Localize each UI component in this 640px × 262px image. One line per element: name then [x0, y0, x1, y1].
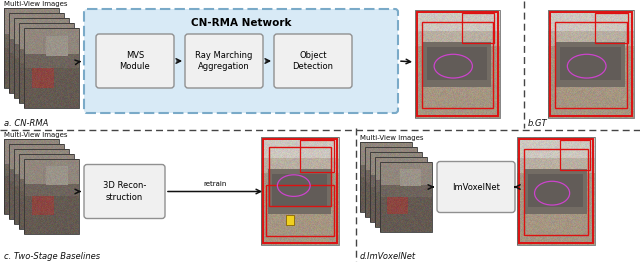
- Bar: [14, 18, 69, 98]
- Bar: [365, 147, 417, 217]
- Bar: [524, 149, 588, 235]
- Bar: [415, 10, 500, 118]
- Bar: [548, 10, 634, 118]
- Bar: [9, 13, 64, 93]
- Bar: [360, 142, 412, 212]
- Bar: [19, 23, 74, 103]
- Text: CN-RMA Network: CN-RMA Network: [191, 18, 291, 28]
- Bar: [263, 139, 337, 243]
- FancyBboxPatch shape: [437, 161, 515, 212]
- Bar: [422, 22, 493, 108]
- Bar: [14, 149, 69, 224]
- Text: d.ImVoxelNet: d.ImVoxelNet: [360, 252, 416, 261]
- Bar: [269, 147, 331, 206]
- Text: c. Two-Stage Baselines: c. Two-Stage Baselines: [4, 252, 100, 261]
- Bar: [9, 144, 64, 219]
- FancyBboxPatch shape: [185, 34, 263, 88]
- Bar: [24, 159, 79, 234]
- Bar: [375, 157, 427, 227]
- FancyBboxPatch shape: [96, 34, 174, 88]
- Bar: [380, 162, 432, 232]
- Bar: [417, 12, 498, 116]
- Text: b.GT: b.GT: [528, 119, 548, 128]
- Bar: [517, 137, 595, 245]
- Bar: [550, 12, 632, 116]
- Bar: [595, 13, 628, 43]
- Bar: [19, 154, 74, 229]
- Text: MVS
Module: MVS Module: [120, 51, 150, 71]
- Text: Multi-View Images: Multi-View Images: [4, 1, 67, 7]
- Bar: [286, 215, 294, 225]
- FancyBboxPatch shape: [84, 165, 165, 219]
- Text: Object
Detection: Object Detection: [292, 51, 333, 71]
- Bar: [4, 139, 59, 214]
- FancyBboxPatch shape: [274, 34, 352, 88]
- Text: Multi-View Images: Multi-View Images: [4, 132, 67, 138]
- Bar: [519, 139, 593, 243]
- Bar: [560, 140, 589, 170]
- Bar: [261, 137, 339, 245]
- Text: 3D Recon-
struction: 3D Recon- struction: [103, 182, 146, 201]
- Text: Ray Marching
Aggregation: Ray Marching Aggregation: [195, 51, 253, 71]
- Text: a. CN-RMA: a. CN-RMA: [4, 119, 49, 128]
- Bar: [555, 22, 627, 108]
- Text: Multi-View Images: Multi-View Images: [360, 135, 424, 141]
- FancyBboxPatch shape: [84, 9, 398, 113]
- Text: retrain: retrain: [204, 182, 227, 188]
- Bar: [4, 8, 59, 88]
- Text: ImVoxelNet: ImVoxelNet: [452, 183, 500, 192]
- Bar: [370, 152, 422, 222]
- Bar: [24, 28, 79, 108]
- Bar: [266, 185, 334, 236]
- Bar: [300, 140, 334, 172]
- Bar: [461, 13, 494, 43]
